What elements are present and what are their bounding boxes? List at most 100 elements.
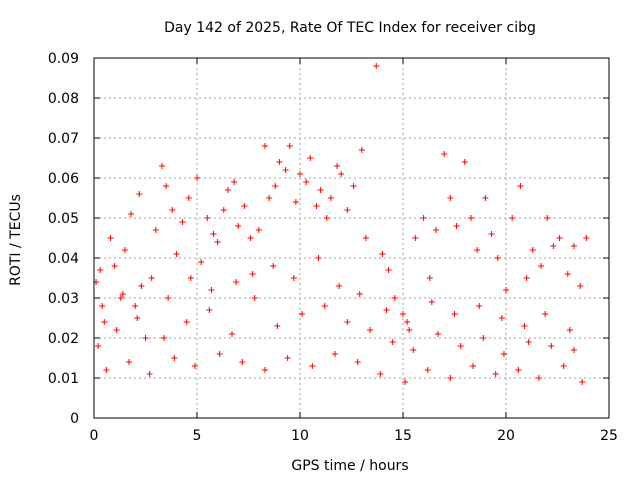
y-tick-label: 0.02 bbox=[48, 331, 79, 347]
data-point bbox=[303, 179, 310, 185]
data-point bbox=[224, 187, 231, 193]
data-point bbox=[548, 343, 555, 349]
x-tick-label: 20 bbox=[497, 428, 515, 444]
data-point bbox=[542, 311, 549, 317]
x-tick-label: 25 bbox=[600, 428, 618, 444]
data-point bbox=[194, 175, 200, 181]
data-point bbox=[309, 363, 316, 369]
y-tick-label: 0.08 bbox=[48, 91, 79, 107]
data-point bbox=[128, 211, 135, 217]
data-point bbox=[317, 187, 324, 193]
data-point bbox=[206, 307, 213, 313]
x-tick-label: 5 bbox=[193, 428, 202, 444]
data-point bbox=[521, 323, 528, 329]
data-point bbox=[451, 311, 458, 317]
data-point bbox=[171, 355, 178, 361]
data-point bbox=[247, 235, 254, 241]
data-point bbox=[290, 275, 297, 281]
x-tick-label: 15 bbox=[394, 428, 412, 444]
data-point bbox=[503, 287, 509, 293]
data-point bbox=[583, 235, 590, 241]
data-point bbox=[344, 207, 351, 213]
data-point bbox=[509, 215, 516, 221]
data-point bbox=[441, 151, 448, 157]
data-point bbox=[239, 359, 246, 365]
data-point bbox=[208, 287, 215, 293]
data-point bbox=[535, 375, 542, 381]
data-point bbox=[358, 147, 365, 153]
data-point bbox=[315, 255, 322, 261]
y-axis-label: ROTI / TECUs bbox=[8, 194, 24, 286]
data-point bbox=[142, 335, 149, 341]
data-point bbox=[229, 331, 236, 337]
y-tick-labels: 0 0.01 0.02 0.03 0.04 0.05 0.06 0.07 0.08 0.09 bbox=[48, 51, 79, 427]
data-point bbox=[467, 215, 474, 221]
grid-lines bbox=[94, 58, 609, 418]
data-point bbox=[235, 223, 242, 229]
data-point bbox=[231, 179, 238, 185]
data-point bbox=[321, 303, 328, 309]
data-point bbox=[406, 327, 413, 333]
data-point bbox=[476, 303, 483, 309]
data-point bbox=[492, 371, 499, 377]
data-point bbox=[457, 343, 464, 349]
data-point bbox=[332, 351, 339, 357]
y-tick-label: 0.03 bbox=[48, 291, 79, 307]
data-point bbox=[383, 307, 390, 313]
data-point bbox=[103, 367, 110, 373]
data-point bbox=[523, 275, 530, 281]
data-point bbox=[107, 235, 114, 241]
data-point bbox=[299, 311, 306, 317]
data-point bbox=[204, 215, 211, 221]
data-point bbox=[152, 227, 159, 233]
data-points bbox=[93, 63, 590, 385]
data-point bbox=[233, 279, 240, 285]
data-point bbox=[474, 247, 481, 253]
x-tick-label: 10 bbox=[291, 428, 309, 444]
data-point bbox=[435, 331, 442, 337]
data-point bbox=[210, 231, 217, 237]
data-point bbox=[261, 143, 268, 149]
data-point bbox=[323, 215, 330, 221]
data-point bbox=[560, 363, 567, 369]
data-point bbox=[400, 311, 406, 317]
data-point bbox=[99, 303, 106, 309]
data-point bbox=[334, 163, 341, 169]
data-point bbox=[338, 171, 345, 177]
data-point bbox=[282, 167, 289, 173]
data-point bbox=[161, 335, 168, 341]
data-point bbox=[494, 255, 501, 261]
y-tick-label: 0.09 bbox=[48, 51, 79, 67]
data-point bbox=[461, 159, 468, 165]
data-point bbox=[564, 271, 571, 277]
data-point bbox=[173, 251, 180, 257]
data-point bbox=[255, 227, 262, 233]
data-point bbox=[313, 203, 320, 209]
data-point bbox=[276, 159, 283, 165]
data-point bbox=[402, 379, 409, 385]
data-point bbox=[148, 275, 155, 281]
data-point bbox=[266, 195, 273, 201]
chart-title: Day 142 of 2025, Rate Of TEC Index for r… bbox=[164, 20, 536, 36]
data-point bbox=[113, 327, 120, 333]
data-point bbox=[424, 367, 431, 373]
data-point bbox=[515, 367, 522, 373]
y-tick-label: 0.06 bbox=[48, 171, 79, 187]
data-point bbox=[579, 379, 586, 385]
data-point bbox=[447, 195, 454, 201]
data-point bbox=[538, 263, 545, 269]
data-point bbox=[498, 315, 505, 321]
data-point bbox=[385, 267, 392, 273]
data-point bbox=[138, 283, 145, 289]
data-point bbox=[373, 63, 380, 69]
data-point bbox=[95, 343, 102, 349]
data-point bbox=[391, 295, 398, 301]
data-point bbox=[132, 303, 139, 309]
data-point bbox=[488, 231, 495, 237]
y-tick-label: 0.07 bbox=[48, 131, 79, 147]
data-point bbox=[119, 291, 126, 297]
data-point bbox=[297, 171, 303, 177]
data-point bbox=[556, 235, 563, 241]
data-point bbox=[163, 183, 170, 189]
